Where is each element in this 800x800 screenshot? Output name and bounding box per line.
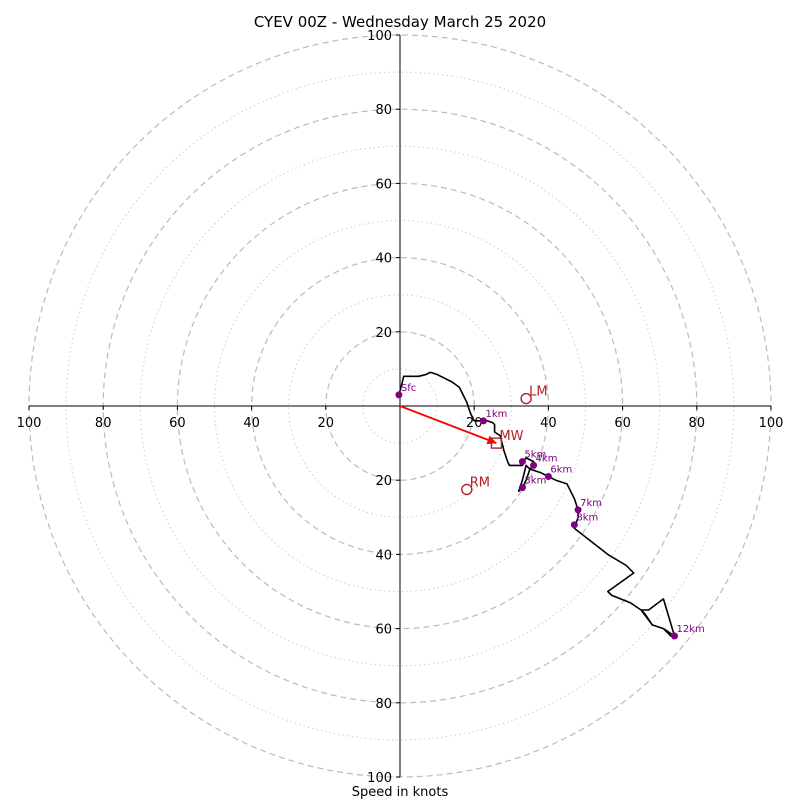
y-tick-label: 20 [375,474,392,489]
mw-marker [490,437,503,449]
y-tick-label: 100 [367,29,392,44]
x-tick-label: 80 [689,416,706,431]
height-label-8km: 8km [576,513,598,524]
lm-label: LM [529,385,547,400]
x-tick-label: 20 [318,416,335,431]
y-tick-label: 80 [375,103,392,118]
y-tick-label: 20 [375,326,392,341]
height-marker-7km [574,506,582,514]
rm-label: RM [470,475,490,490]
x-tick-label: 100 [759,416,784,431]
x-tick-label: 80 [95,416,112,431]
height-label-4km: 4km [536,453,558,464]
height-label-5km: 5km [524,450,546,461]
y-tick-label: 40 [375,252,392,267]
height-label-6km: 6km [550,464,572,475]
height-marker-12km [671,632,679,640]
x-tick-label: 20 [466,416,483,431]
height-label-7km: 7km [580,498,602,509]
hodograph-trace [398,371,676,637]
height-label-3km: 3km [524,476,546,487]
height-label-sfc: Sfc [401,383,416,394]
hodograph-line [398,371,676,637]
mw-label: MW [499,429,523,444]
x-tick-label: 40 [540,416,557,431]
x-tick-label: 60 [169,416,186,431]
mean-wind-arrow [399,405,497,444]
y-tick-label: 60 [375,623,392,638]
x-axis-label: Speed in knots [352,785,449,800]
height-marker-5km [518,458,526,466]
rm-marker [461,483,473,496]
y-tick-label: 100 [367,771,392,786]
y-tick-label: 80 [375,697,392,712]
height-marker-3km [518,484,526,492]
y-tick-label: 60 [375,177,392,192]
x-tick-label: 40 [243,416,260,431]
storm-motion-markers: LM MW RM [399,385,548,496]
height-marker-1km [479,417,487,425]
lm-marker [520,392,532,405]
height-label-12km: 12km [677,624,705,635]
chart-title: CYEV 00Z - Wednesday March 25 2020 [254,13,546,31]
axis-ticks: 20 20 20 20 40 40 40 40 60 60 60 60 80 80 80 80 100 100 10… [17,29,784,786]
x-tick-label: 100 [17,416,42,431]
y-tick-label: 40 [375,548,392,563]
height-marker-8km [570,521,578,529]
height-marker-4km [530,461,538,469]
x-tick-label: 60 [614,416,631,431]
height-marker-6km [544,472,552,480]
height-label-1km: 1km [485,409,507,420]
height-marker-sfc [395,391,403,399]
